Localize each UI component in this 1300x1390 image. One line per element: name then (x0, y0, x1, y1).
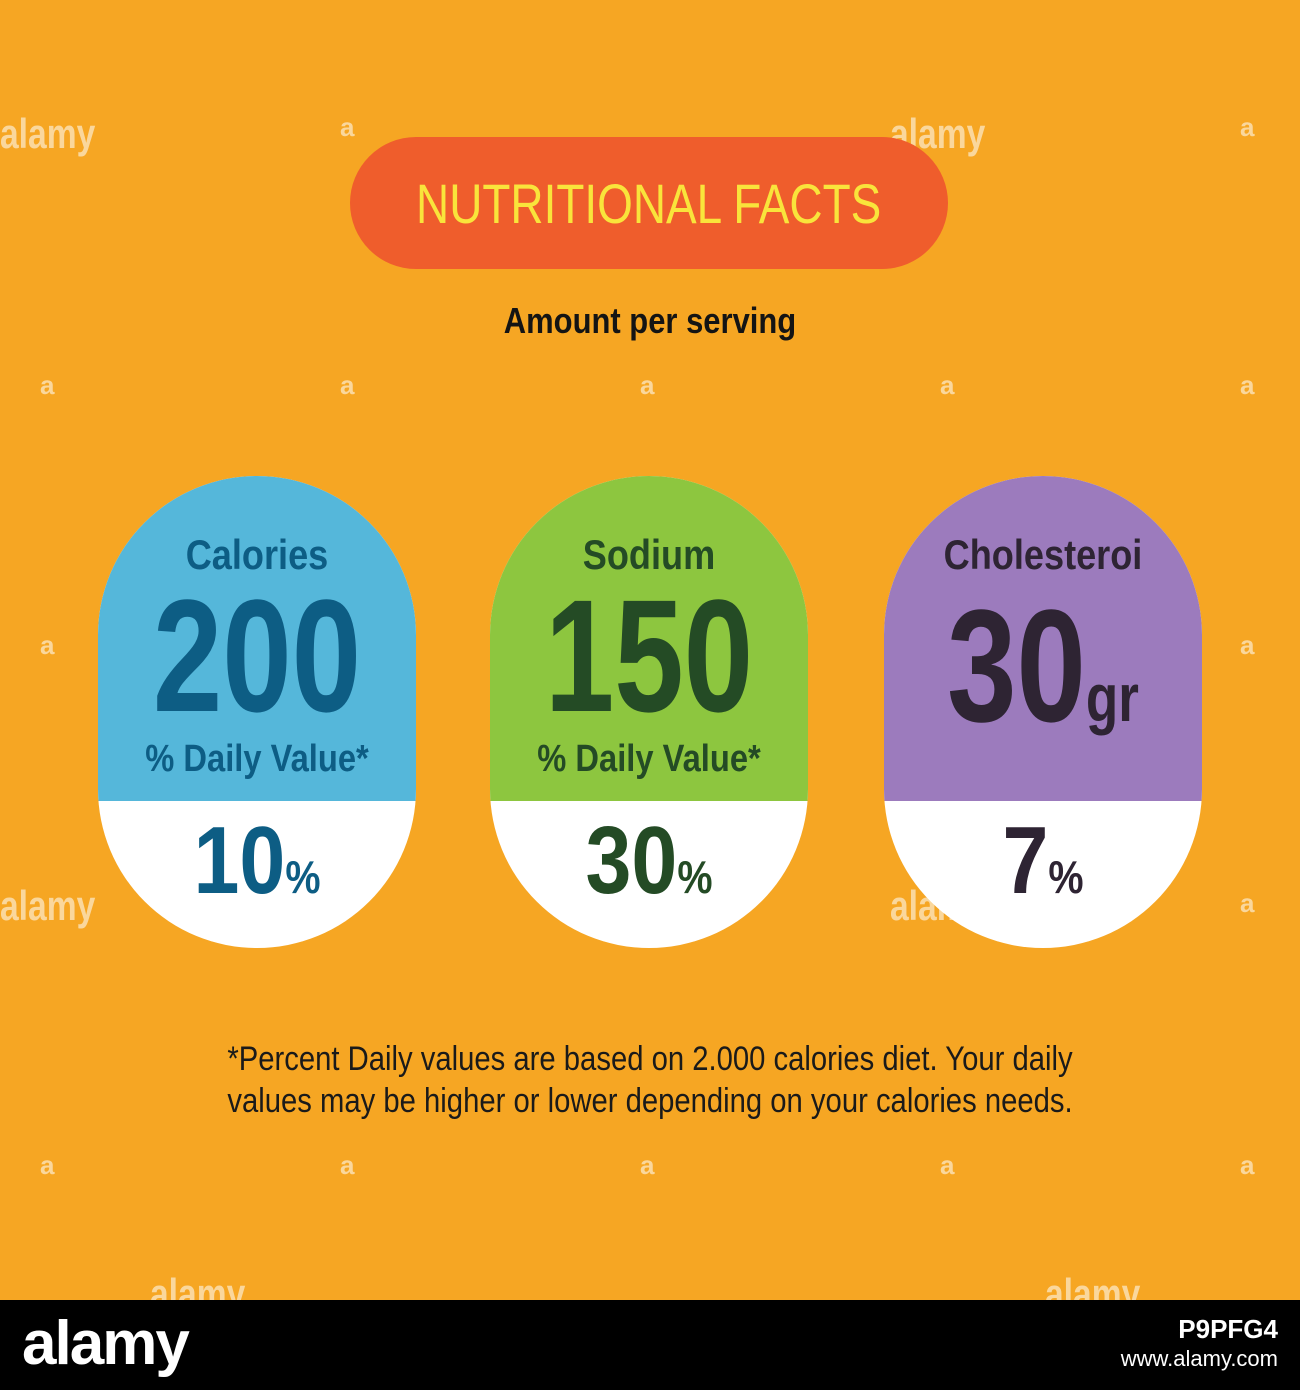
nutrient-value: 150 (544, 566, 754, 745)
stock-footer-bar: alamy P9PFG4 www.alamy.com (0, 1300, 1300, 1390)
watermark-letter: a (40, 1150, 55, 1180)
card-top-panel (884, 476, 1202, 801)
watermark-letter: a (40, 370, 55, 400)
watermark-letter: a (940, 370, 955, 400)
stock-meta: P9PFG4 www.alamy.com (1121, 1314, 1278, 1374)
watermark-letter: a (1240, 370, 1255, 400)
footnote-line-2: values may be higher or lower depending … (227, 1082, 1073, 1120)
watermark-text: alamy (0, 110, 96, 157)
watermark-letter: a (640, 1150, 655, 1180)
watermark-letter: a (640, 370, 655, 400)
nutrient-unit: gr (1085, 660, 1139, 736)
watermark-letter: a (40, 630, 55, 660)
footnote-line-1: *Percent Daily values are based on 2.000… (227, 1040, 1073, 1078)
page-subtitle: Amount per serving (503, 300, 797, 341)
stock-image-id: P9PFG4 (1178, 1314, 1278, 1344)
watermark-letter: a (940, 1150, 955, 1180)
footnote: *Percent Daily values are based on 2.000… (220, 1038, 1080, 1122)
nutrient-label: Sodium (582, 531, 716, 578)
nutrient-card-cholesterol: Cholesteroi 30gr 7% (884, 476, 1202, 948)
card-top-panel (98, 476, 416, 801)
watermark-letter: a (340, 370, 355, 400)
watermark-letter: a (1240, 888, 1255, 918)
watermark-letter: a (340, 1150, 355, 1180)
infographic-canvas: alamy alamy alamy alamy alamy alamy alam… (0, 110, 1255, 1317)
daily-value-label: % Daily Value* (537, 738, 761, 780)
daily-value-label: % Daily Value* (145, 738, 369, 780)
title-pill: NUTRITIONAL FACTS (350, 137, 948, 269)
watermark-text: alamy (0, 882, 96, 929)
nutrient-card-sodium: Sodium 150 % Daily Value* 30% (490, 476, 808, 948)
nutrient-card-calories: Calories 200 % Daily Value* 10% (98, 476, 416, 948)
stock-site-url: www.alamy.com (1120, 1346, 1278, 1371)
watermark-letter: a (1240, 630, 1255, 660)
page-title: NUTRITIONAL FACTS (416, 171, 882, 235)
nutrient-value: 200 (152, 566, 362, 745)
daily-percent: 30% (585, 807, 713, 914)
daily-percent: 7% (1002, 807, 1084, 914)
watermark-letter: a (1240, 112, 1255, 142)
daily-percent: 10% (193, 807, 321, 914)
nutrient-value: 30gr (947, 576, 1139, 755)
brand-logo: alamy (22, 1309, 190, 1378)
nutrient-label: Calories (185, 531, 329, 578)
watermark-letter: a (340, 112, 355, 142)
watermark-letter: a (1240, 1150, 1255, 1180)
card-top-panel (490, 476, 808, 801)
nutrient-label: Cholesteroi (943, 531, 1143, 578)
